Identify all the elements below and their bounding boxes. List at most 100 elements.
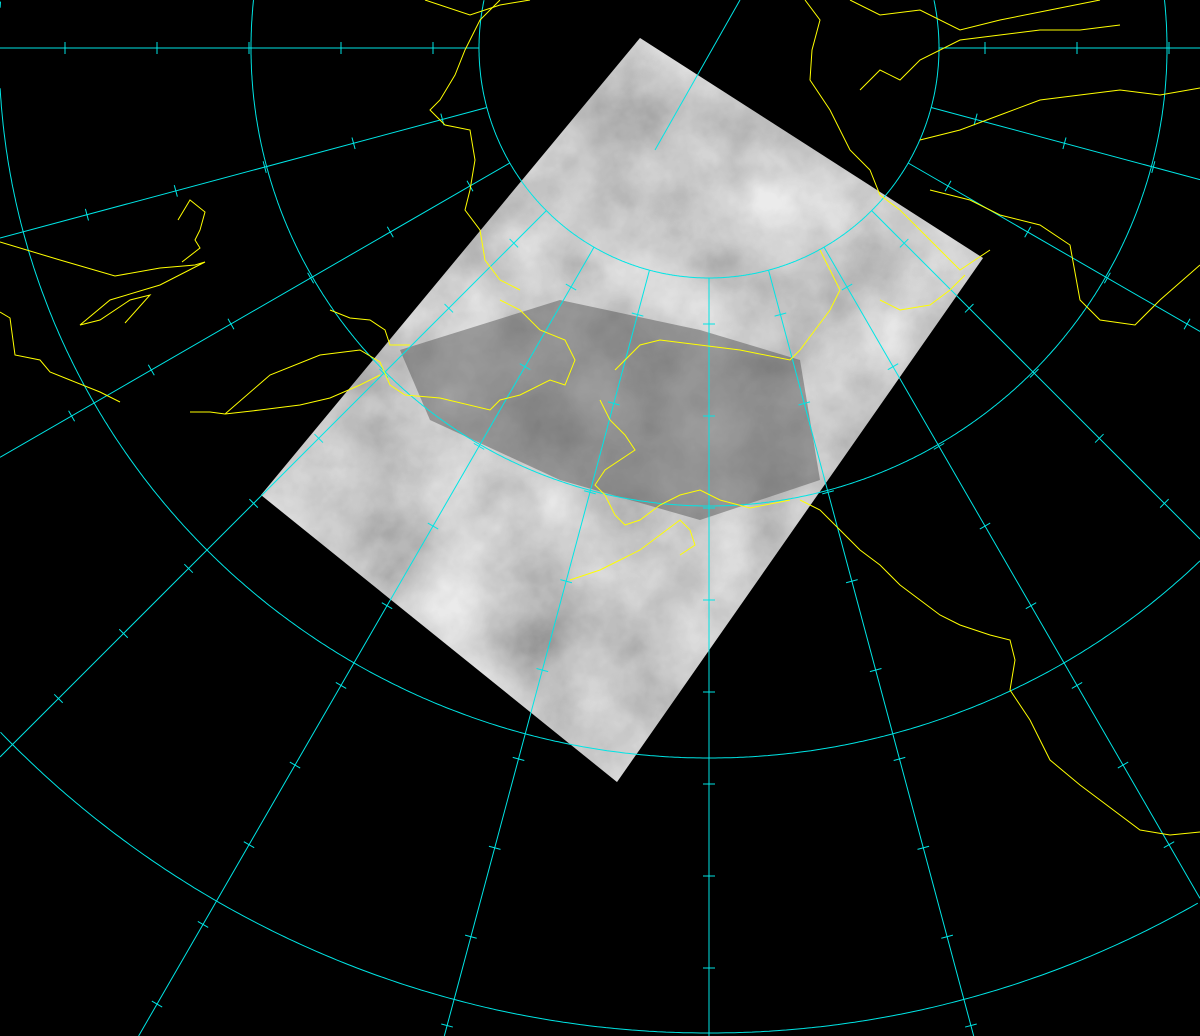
coastline (919, 87, 1200, 141)
graticule-tick (243, 841, 255, 849)
graticule-tick (944, 180, 952, 192)
graticule-tick (869, 668, 882, 673)
graticule-tick (314, 433, 324, 443)
graticule-tick (464, 934, 477, 939)
graticule-tick (289, 761, 301, 769)
graticule-tick (1151, 161, 1156, 173)
graticule-tick (262, 161, 267, 173)
graticule-tick (249, 498, 259, 508)
latitude-circle (1164, 0, 1168, 48)
graticule-tick (1094, 433, 1104, 443)
graticule-tick (427, 522, 439, 530)
graticule-tick (1159, 498, 1169, 508)
graticule-tick (118, 628, 129, 639)
graticule-tick (933, 442, 945, 450)
latitude-circle (933, 0, 940, 48)
graticule-tick (941, 934, 954, 939)
graticule-tick (466, 180, 474, 192)
graticule-tick (183, 563, 194, 574)
meridian-line (0, 210, 547, 758)
graticule-tick (386, 226, 394, 238)
graticule-tick (560, 579, 573, 584)
coastline (614, 249, 841, 371)
graticule-tick (1029, 368, 1039, 378)
coastlines (0, 0, 1200, 836)
graticule-tick (335, 681, 347, 689)
graticule-tick (173, 184, 178, 197)
coastline (177, 199, 206, 263)
graticule-tick (509, 238, 519, 248)
graticule-tick (845, 579, 858, 584)
graticule-tick (973, 113, 978, 126)
coastline (929, 189, 1200, 326)
graticule-tick (307, 272, 315, 284)
graticule-tick (536, 668, 549, 673)
coastline (190, 374, 381, 415)
meridian-line (931, 107, 1200, 181)
meridian-line (907, 162, 1200, 332)
graticule-tick (227, 318, 235, 330)
graticule-tick (893, 756, 906, 761)
graticule-tick (68, 410, 76, 422)
graticule-tick (441, 1023, 454, 1028)
graticule-tick (444, 303, 454, 313)
coastline (429, 0, 521, 291)
graticule-tick (381, 602, 393, 610)
coastline (799, 499, 1200, 836)
graticule-tick (1062, 137, 1067, 150)
latitude-circle (478, 0, 940, 279)
coastline (879, 274, 966, 311)
coastline (329, 309, 410, 346)
graticule-tick (1025, 602, 1037, 610)
graticule-tick (1024, 226, 1032, 238)
graticule-tick (84, 208, 89, 221)
graticule-tick (774, 312, 787, 317)
latitude-circle (0, 88, 1200, 759)
meridian-line (654, 0, 741, 151)
coastline (804, 0, 991, 271)
latitude-circle (0, 731, 1199, 1034)
coastline (224, 299, 576, 415)
graticule-tick (917, 845, 930, 850)
graticule-tick (822, 490, 834, 495)
graticule-tick (964, 303, 974, 313)
graticule-tick (473, 442, 485, 450)
graticule-tick (351, 137, 356, 150)
graticule-tick (151, 1000, 163, 1008)
coastline (0, 241, 206, 326)
graticule-tick (979, 522, 991, 530)
meridian-line (871, 210, 1200, 540)
meridian-line (768, 270, 975, 1036)
graticule-tick (488, 845, 501, 850)
graticule-tick (147, 364, 155, 376)
graticule-tick (631, 312, 644, 317)
graticule-tick (899, 238, 909, 248)
graticule-tick (1071, 681, 1083, 689)
graticule-tick (584, 490, 596, 495)
graticule-tick (964, 1023, 977, 1028)
meridian-line (138, 246, 595, 1036)
graticule-tick (197, 920, 209, 928)
graticule-tick (565, 283, 577, 291)
graticule-tick (841, 283, 853, 291)
graticule-tick (1183, 318, 1191, 330)
coastline (0, 311, 121, 403)
meridian-line (0, 107, 487, 239)
graticule-tick (1103, 272, 1111, 284)
coastline (849, 0, 1101, 31)
coastline (859, 24, 1121, 91)
graticule-tick (512, 756, 525, 761)
coastline (424, 0, 531, 16)
meridian-line (0, 162, 511, 458)
graticule-tick (1117, 761, 1129, 769)
graticule-tick (519, 363, 531, 371)
meridian-line (823, 246, 1200, 899)
latitude-circle (250, 0, 1168, 507)
meridian-line (443, 270, 650, 1036)
graticule-tick (53, 693, 64, 704)
graticule-tick (1163, 841, 1175, 849)
graticule-tick (607, 401, 620, 406)
coastline (569, 519, 696, 581)
